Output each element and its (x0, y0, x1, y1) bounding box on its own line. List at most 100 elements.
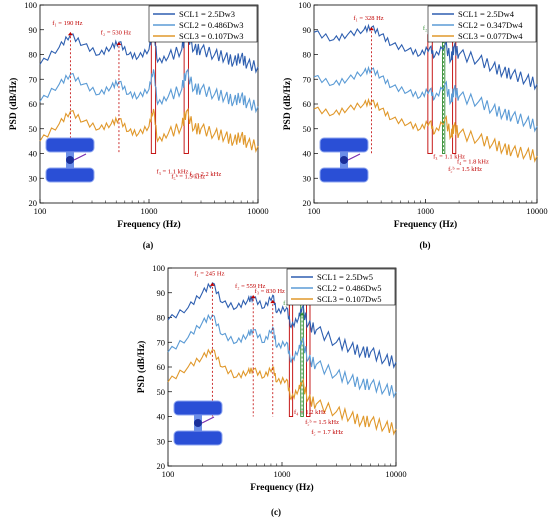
y-axis-label: PSD (dB/Hz) (282, 78, 293, 131)
y-tick-label: 70 (29, 74, 38, 84)
chart-panel-1: 100 1000 10000 20 30 40 50 60 70 80 90 100 Frequency… (8, 0, 269, 250)
annotation-label: f₂ = 530 Hz (101, 30, 131, 37)
series-line-2 (167, 313, 397, 399)
x-axis-label: Frequency (Hz) (394, 219, 457, 230)
annotation-label: f₄ = 1.8 kHz (457, 158, 489, 165)
y-tick-label: 80 (303, 50, 312, 60)
y-tick-label: 30 (303, 173, 312, 183)
annotation-arrow (250, 295, 256, 299)
y-tick-label: 70 (157, 337, 166, 347)
x-tick-label: 1000 (141, 206, 158, 216)
series-line-3 (313, 97, 538, 163)
legend-entry: SCL2 = 0.486Dw5 (317, 283, 382, 293)
legend-entry: SCL3 = 0.107Dw3 (179, 31, 244, 41)
series-line-1 (39, 28, 259, 74)
x-axis-label: Frequency (Hz) (117, 219, 180, 230)
inset-arrow (347, 153, 361, 161)
y-tick-label: 80 (29, 50, 38, 60)
inset-block-bottom (173, 430, 223, 446)
x-tick-label: 10000 (247, 206, 268, 216)
y-axis-label: PSD (dB/Hz) (8, 78, 19, 131)
y-tick-label: 100 (298, 0, 311, 10)
legend-entry: SCL1 = 2.5Dw4 (458, 9, 515, 19)
y-tick-label: 20 (157, 461, 166, 471)
y-tick-label: 40 (157, 412, 166, 422)
chart-panel-2: 100 1000 10000 20 30 40 50 60 70 80 90 100 Frequency… (282, 0, 548, 250)
y-tick-label: 60 (29, 99, 38, 109)
chart-panel-3: 100 1000 10000 20 30 40 50 60 70 80 90 100 Frequency… (136, 263, 407, 517)
y-tick-label: 30 (157, 436, 166, 446)
y-tick-label: 40 (303, 149, 312, 159)
y-tick-label: 30 (29, 173, 38, 183)
inset-block-top (45, 137, 95, 153)
panel-caption: (b) (420, 240, 431, 250)
y-tick-label: 90 (29, 25, 38, 35)
annotation-arrow (299, 312, 305, 316)
inset-arrow (73, 153, 87, 161)
inset-node (194, 419, 202, 427)
y-tick-label: 90 (303, 25, 312, 35)
legend-entry: SCL2 = 0.347Dw4 (458, 20, 523, 30)
inset-block-bottom (45, 167, 95, 183)
inset-block-top (319, 137, 369, 153)
annotation-label: f₅ᵇ = 1.5 kHz (448, 166, 482, 173)
panel-caption: (c) (271, 507, 281, 517)
x-tick-label: 100 (34, 206, 47, 216)
y-tick-label: 100 (152, 263, 165, 273)
annotation-arrow (67, 32, 73, 36)
y-tick-label: 70 (303, 74, 312, 84)
x-tick-label: 1000 (417, 206, 434, 216)
inset-block-bottom (319, 167, 369, 183)
annotation-arrow (116, 42, 122, 46)
legend-entry: SCL2 = 0.486Dw3 (179, 20, 244, 30)
annotation-arrow (209, 282, 215, 286)
y-tick-label: 100 (24, 0, 37, 10)
x-tick-label: 100 (308, 206, 321, 216)
annotation-label: f₃ = 830 Hz (255, 288, 285, 295)
x-tick-label: 10000 (385, 469, 406, 479)
inset-block-top (173, 400, 223, 416)
series-line-3 (167, 348, 397, 436)
y-tick-label: 40 (29, 149, 38, 159)
series-line-3 (39, 107, 259, 154)
annotation-label: f₂ = 559 Hz (235, 283, 265, 290)
annotation-label: f₅ = 1.7 kHz (311, 429, 343, 436)
annotation-label: f₁ = 190 Hz (52, 20, 82, 27)
y-tick-label: 60 (157, 362, 166, 372)
series-line-1 (167, 282, 397, 369)
panel-caption: (a) (143, 240, 154, 250)
device-inset-sketch (45, 137, 95, 183)
y-tick-label: 20 (303, 198, 312, 208)
x-tick-label: 10000 (526, 206, 547, 216)
y-tick-label: 50 (303, 124, 312, 134)
annotation-label: f₁ = 245 Hz (194, 270, 224, 277)
y-tick-label: 80 (157, 313, 166, 323)
annotation-label: f₅ᵇ = 1.5 kHz (171, 173, 205, 180)
annotation-label: f₃ = 1.1 kHz (433, 153, 465, 160)
x-tick-label: 100 (162, 469, 175, 479)
series-line-1 (313, 23, 538, 91)
y-tick-label: 20 (29, 198, 38, 208)
annotation-label: f₄ = 2.2 kHz (189, 171, 221, 178)
inset-node (66, 156, 74, 164)
x-tick-label: 1000 (274, 469, 291, 479)
inset-arrow (201, 416, 215, 424)
annotation-arrow (270, 300, 276, 304)
y-tick-label: 50 (157, 387, 166, 397)
annotation-label: f₁ = 328 Hz (353, 15, 383, 22)
y-tick-label: 60 (303, 99, 312, 109)
inset-node (340, 156, 348, 164)
legend-entry: SCL1 = 2.5Dw5 (317, 272, 373, 282)
y-tick-label: 90 (157, 288, 166, 298)
y-tick-label: 50 (29, 124, 38, 134)
annotation-label: f₄ = 1.2 kHz (294, 409, 326, 416)
device-inset-sketch (173, 400, 223, 446)
annotation-label: f₅ᵇ = 1.5 kHz (305, 419, 339, 426)
legend-entry: SCL3 = 0.077Dw4 (458, 31, 523, 41)
x-axis-label: Frequency (Hz) (250, 482, 313, 493)
legend-entry: SCL1 = 2.5Dw3 (179, 9, 235, 19)
annotation-label: f₃ = 1.1 kHz (157, 168, 189, 175)
legend-entry: SCL3 = 0.107Dw5 (317, 294, 382, 304)
